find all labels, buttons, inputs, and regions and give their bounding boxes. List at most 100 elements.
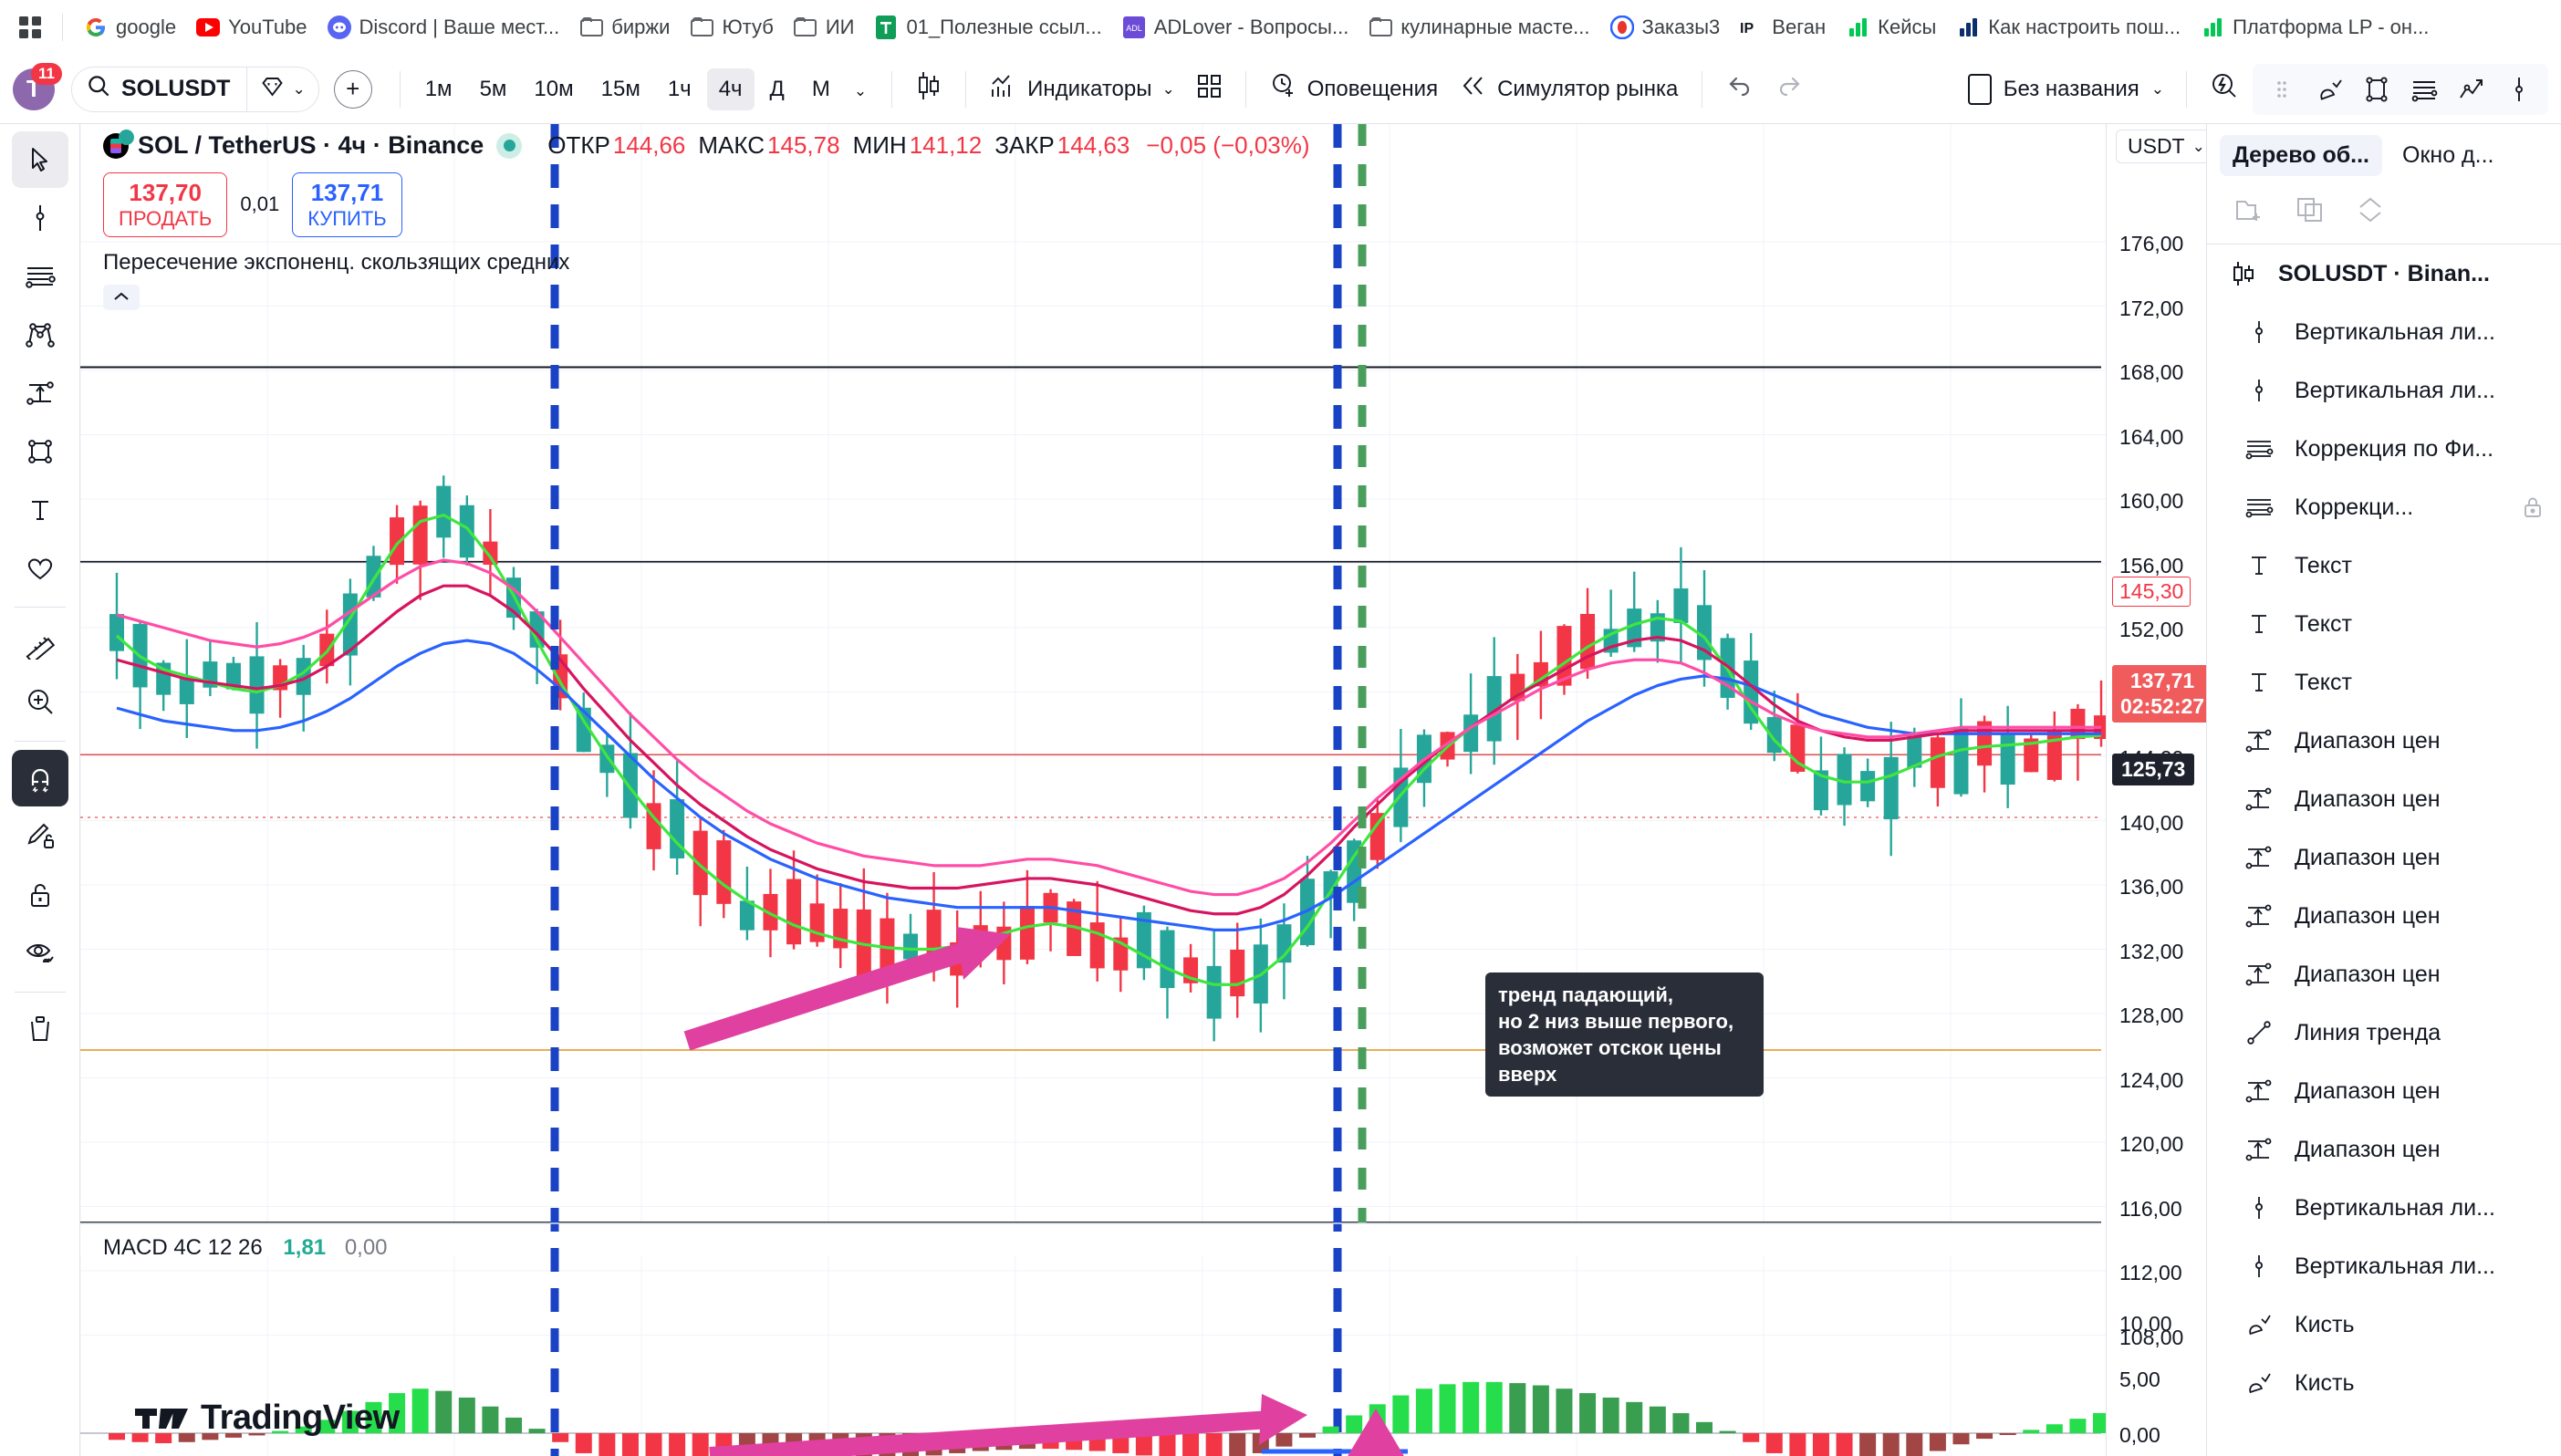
measure-tool[interactable]	[12, 616, 68, 672]
object-tree-item[interactable]: Диапазон цен	[2207, 828, 2561, 887]
redo-button[interactable]	[1765, 67, 1814, 111]
undo-button[interactable]	[1715, 67, 1765, 111]
remove-drawings-tool[interactable]	[12, 1001, 68, 1057]
timeframe-more-button[interactable]: ⌄	[853, 81, 868, 99]
drag-handle-icon[interactable]	[2258, 68, 2306, 111]
bookmark-item[interactable]: Кейсы	[1836, 10, 1946, 45]
hide-drawings-tool[interactable]	[12, 925, 68, 982]
object-tree-item[interactable]: Вертикальная ли...	[2207, 303, 2561, 361]
indicator-legend[interactable]: Пересечение экспоненц. скользящих средни…	[103, 249, 570, 275]
bookmark-item[interactable]: google	[74, 10, 186, 45]
layout-name-button[interactable]: Без названия ⌄	[1959, 67, 2173, 112]
trend-arrow-icon[interactable]	[2448, 68, 2495, 111]
object-tree-item[interactable]: Кисть	[2207, 1295, 2561, 1354]
object-tree-item[interactable]: Диапазон цен	[2207, 770, 2561, 828]
zoom-tool[interactable]	[12, 674, 68, 731]
countdown-badge: 137,71 02:52:27	[2112, 665, 2206, 723]
bookmark-item[interactable]: кулинарные масте...	[1359, 10, 1599, 45]
copy-icon[interactable]	[2287, 189, 2333, 231]
macd-legend[interactable]: MACD 4C 12 26 1,81 0,00	[103, 1235, 388, 1261]
bookmark-item[interactable]: IP Веган	[1730, 10, 1836, 45]
replay-button[interactable]: Симулятор рынка	[1449, 68, 1689, 110]
object-tree-tab[interactable]: Окно д...	[2402, 142, 2494, 168]
sort-icon[interactable]	[2348, 189, 2393, 231]
bookmark-item[interactable]: YouTube	[186, 10, 317, 45]
symbol-search-button[interactable]: SOLUSDT	[72, 68, 246, 111]
brush-icon[interactable]	[2306, 68, 2353, 111]
pitchfork-tool[interactable]	[12, 307, 68, 363]
trend-note[interactable]: тренд падающий, но 2 низ выше первого, в…	[1485, 972, 1764, 1097]
timeframe-15м[interactable]: 15м	[600, 76, 640, 101]
object-tree-item[interactable]: Вертикальная ли...	[2207, 1179, 2561, 1237]
object-tree-item[interactable]: Диапазон цен	[2207, 887, 2561, 945]
bookmark-item[interactable]: биржи	[569, 10, 680, 45]
object-tree-item[interactable]: Вертикальная ли...	[2207, 1237, 2561, 1295]
timeframe-4ч[interactable]: 4ч	[706, 68, 755, 110]
add-symbol-button[interactable]: +	[333, 69, 372, 109]
lock-icon[interactable]	[2521, 494, 2545, 525]
bookmark-item[interactable]: Платформа LP - он...	[2191, 10, 2439, 45]
cursor-tool[interactable]	[11, 131, 68, 188]
vertical-line-icon[interactable]	[2495, 68, 2543, 111]
fib-icon[interactable]	[2400, 68, 2448, 111]
object-tree-item-label: Кисть	[2295, 1311, 2355, 1337]
object-tree-item[interactable]: Текст	[2207, 595, 2561, 653]
timeframe-1м[interactable]: 1м	[424, 76, 453, 101]
object-tree-item-label: Диапазон цен	[2295, 1077, 2441, 1104]
bookmark-item[interactable]: Ютуб	[680, 10, 783, 45]
timeframe-1ч[interactable]: 1ч	[667, 76, 692, 101]
bookmark-item[interactable]: Как настроить пош...	[1946, 10, 2191, 45]
timeframe-10м[interactable]: 10м	[534, 76, 574, 101]
object-tree-item[interactable]: Коррекци...	[2207, 478, 2561, 536]
sell-button[interactable]: 137,70 ПРОДАТЬ	[103, 172, 228, 237]
object-tree-item[interactable]: Диапазон цен	[2207, 1120, 2561, 1179]
object-tree-item[interactable]: Коррекция по Фи...	[2207, 420, 2561, 478]
rectangle-icon[interactable]	[2353, 68, 2400, 111]
magnet-tool[interactable]	[11, 750, 68, 806]
object-tree-tab[interactable]: Дерево об...	[2220, 135, 2382, 176]
object-tree-item[interactable]: SOLUSDT · Binan...	[2207, 244, 2561, 303]
price-scale[interactable]: USDT ⌄ 176,00 172,00 168,00 164,00 160,00 156…	[2106, 124, 2206, 1456]
lock-drawings-tool[interactable]	[12, 867, 68, 923]
timeframe-5м[interactable]: 5м	[479, 76, 507, 101]
price-range-tool[interactable]	[12, 365, 68, 421]
bookmark-item[interactable]: ADL ADLover - Вопросы...	[1112, 10, 1359, 45]
sell-price: 137,70	[129, 179, 202, 206]
object-tree-item[interactable]: Линия тренда	[2207, 1004, 2561, 1062]
quick-search-button[interactable]	[2200, 65, 2249, 113]
bookmark-item[interactable]: 01_Полезные ссыл...	[864, 10, 1111, 45]
object-tree-item[interactable]: Кисть	[2207, 1354, 2561, 1412]
bookmark-item[interactable]: Discord | Ваше мест...	[318, 10, 570, 45]
compare-button[interactable]: ⌄	[247, 76, 318, 102]
avatar[interactable]: T 11	[13, 62, 62, 110]
timeframe-М[interactable]: М	[811, 76, 830, 101]
object-tree-item[interactable]: Диапазон цен	[2207, 945, 2561, 1004]
timeframe-Д[interactable]: Д	[769, 76, 785, 101]
bookmark-item[interactable]: Заказы3	[1600, 10, 1731, 45]
vertical-line-tool[interactable]	[12, 190, 68, 246]
favorites-tool[interactable]	[12, 540, 68, 597]
apps-grid-icon[interactable]	[9, 6, 51, 48]
object-tree-item[interactable]: Вертикальная ли...	[2207, 361, 2561, 420]
object-tree-item[interactable]: Текст	[2207, 536, 2561, 595]
fib-retracement-tool[interactable]	[12, 248, 68, 305]
alerts-button[interactable]: Оповещения	[1259, 65, 1449, 113]
collapse-legend-button[interactable]	[103, 284, 140, 310]
text-tool[interactable]	[12, 482, 68, 538]
rectangle-tool[interactable]	[12, 423, 68, 480]
indicators-button[interactable]: Индикаторы ⌄	[979, 65, 1186, 113]
object-tree-item[interactable]: Текст	[2207, 653, 2561, 712]
object-tree-item-label: SOLUSDT · Binan...	[2278, 260, 2490, 286]
symbol-search-box[interactable]: SOLUSDT ⌄	[71, 66, 319, 112]
buy-button[interactable]: 137,71 КУПИТЬ	[292, 172, 402, 237]
price-scale-currency[interactable]: USDT ⌄	[2116, 130, 2206, 163]
object-tree-item[interactable]: Диапазон цен	[2207, 1062, 2561, 1120]
new-folder-icon[interactable]	[2227, 189, 2273, 231]
bookmark-item[interactable]: ИИ	[784, 10, 865, 45]
templates-button[interactable]	[1186, 67, 1233, 112]
chart-canvas-area[interactable]: SOL / TetherUS · 4ч · Binance ОТКР 144,66…	[80, 124, 2106, 1456]
chart-type-button[interactable]	[905, 63, 953, 115]
object-tree-item[interactable]: Диапазон цен	[2207, 712, 2561, 770]
drawing-mode-tool[interactable]	[12, 808, 68, 865]
chart-symbol-title[interactable]: SOL / TetherUS · 4ч · Binance	[138, 131, 484, 159]
